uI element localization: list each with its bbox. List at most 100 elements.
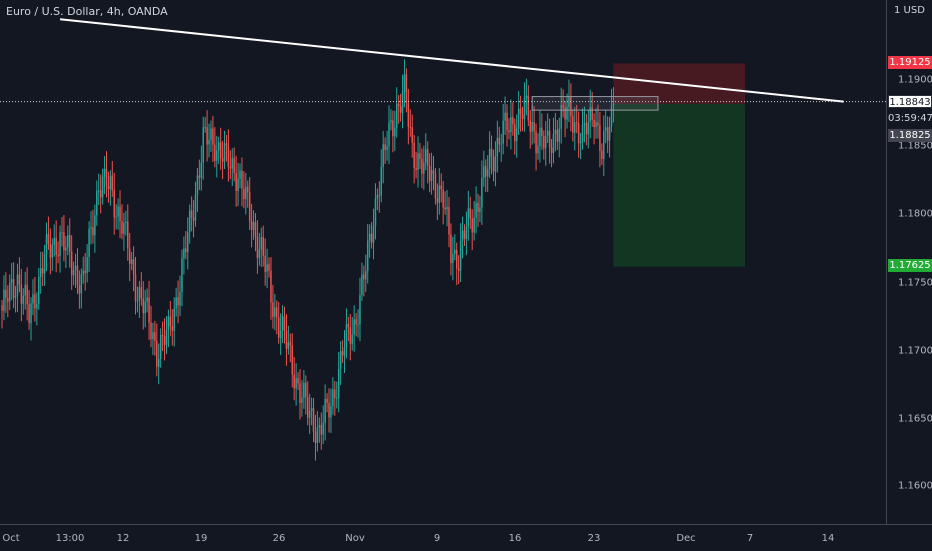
price-tick: 1.16500 — [898, 413, 932, 425]
candle — [266, 248, 268, 289]
candle — [612, 87, 615, 123]
candle — [322, 405, 324, 445]
candle — [587, 110, 590, 149]
candle — [142, 281, 145, 330]
take-profit-price-tag: 1.17625 — [888, 259, 932, 272]
candle-body — [397, 103, 400, 107]
candle — [88, 221, 90, 273]
candle-body — [223, 143, 226, 162]
candle-body — [585, 123, 588, 135]
candle-body — [173, 308, 175, 331]
candle — [190, 196, 193, 232]
candle-body — [405, 74, 408, 104]
candle — [334, 381, 336, 416]
candle-body — [612, 103, 615, 106]
candle-body — [5, 289, 7, 298]
candle — [140, 272, 143, 306]
candle-body — [192, 217, 195, 221]
candle — [508, 118, 510, 140]
candle — [38, 267, 40, 310]
candle-body — [196, 175, 199, 195]
candle-body — [289, 342, 292, 346]
take-profit-zone — [613, 104, 746, 267]
candle — [289, 333, 292, 363]
candle-body — [252, 221, 255, 230]
candle — [103, 156, 106, 195]
candle-body — [320, 425, 323, 435]
candle-body — [330, 406, 332, 418]
candle-body — [558, 128, 561, 142]
candle — [57, 241, 59, 264]
candle — [39, 251, 42, 294]
candle — [14, 285, 17, 313]
candle — [67, 225, 69, 256]
candle — [608, 116, 611, 158]
candle — [63, 215, 65, 262]
candle-body — [426, 149, 429, 166]
candle — [604, 110, 607, 144]
candle — [68, 218, 71, 268]
candle-body — [277, 317, 280, 338]
candle-body — [548, 130, 551, 148]
candle-body — [254, 221, 257, 237]
candle — [525, 78, 528, 116]
candle — [1, 299, 3, 329]
candle-body — [392, 120, 394, 137]
candle — [483, 150, 485, 187]
candle-body — [103, 168, 106, 177]
candle-body — [581, 124, 584, 142]
candle — [376, 188, 379, 211]
candle — [374, 183, 377, 240]
candle — [326, 393, 328, 413]
candle — [99, 174, 102, 214]
candle-body — [163, 335, 166, 346]
candle-body — [388, 122, 390, 147]
candle — [399, 93, 402, 122]
candle-body — [301, 397, 303, 403]
chart-title: Euro / U.S. Dollar, 4h, OANDA — [6, 5, 168, 18]
candle-body — [477, 202, 479, 213]
candle — [599, 111, 601, 168]
candle — [36, 292, 38, 326]
candle — [606, 116, 609, 154]
candle-body — [187, 232, 189, 253]
candle-body — [425, 149, 427, 163]
candle — [512, 102, 514, 136]
candle-body — [597, 122, 599, 126]
candle-body — [39, 268, 42, 277]
candle — [72, 261, 75, 286]
candle-body — [171, 326, 174, 331]
candle — [305, 375, 307, 415]
candle-body — [111, 175, 114, 191]
candle-body — [454, 249, 456, 254]
candle-body — [471, 218, 473, 233]
candle — [86, 244, 88, 283]
candle — [459, 223, 462, 283]
candle-body — [219, 142, 222, 159]
entry-zone-box — [531, 96, 659, 111]
candle — [70, 235, 73, 290]
candle — [181, 249, 183, 307]
candle-body — [67, 235, 69, 248]
candle — [43, 244, 46, 286]
time-scale[interactable] — [0, 524, 932, 551]
candle — [132, 246, 135, 292]
candle — [128, 232, 131, 282]
candle-body — [34, 294, 36, 309]
candle-body — [450, 234, 452, 264]
candle-body — [357, 324, 359, 326]
currency-label[interactable]: 1 USD D — [894, 5, 932, 16]
candle-body — [22, 295, 25, 304]
candle — [339, 341, 342, 385]
candle — [293, 356, 295, 401]
candle — [583, 106, 586, 143]
candle-body — [99, 190, 102, 198]
candle-body — [86, 257, 88, 273]
candle-body — [554, 129, 557, 134]
candle — [378, 181, 381, 213]
candle — [254, 213, 257, 252]
candle-body — [287, 342, 290, 349]
candle — [61, 216, 63, 247]
